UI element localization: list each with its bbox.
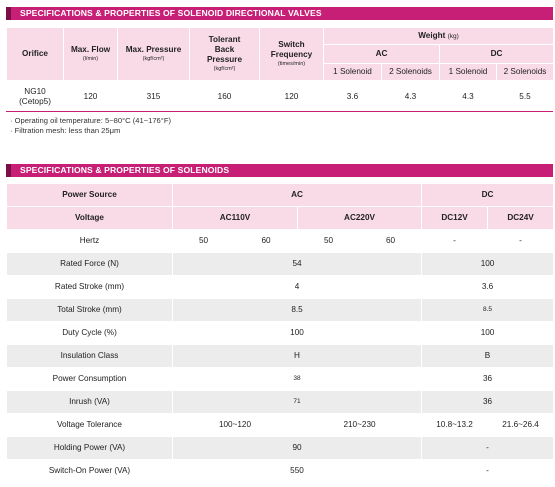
dc-value: 100 — [421, 252, 555, 276]
row-label: Insulation Class — [6, 344, 173, 368]
max-pressure-header: Max. Pressure (kgf/cm²) — [117, 27, 190, 81]
row-label: Hertz — [6, 229, 173, 253]
weight-ac-header: AC — [323, 44, 440, 64]
weight-dc-1-value: 4.3 — [439, 80, 497, 113]
dc-value: 36 — [421, 390, 555, 414]
hertz-ac110-50: 50 — [172, 229, 235, 253]
switch-frequency-header: Switch Frequency (times/min) — [259, 27, 324, 81]
ac220-value: 210~230 — [296, 413, 423, 437]
valve-spec-table: Orifice Max. Flow (l/min) Max. Pressure (k… — [6, 27, 554, 113]
dc-value: 3.6 — [421, 275, 555, 299]
ac-value: 550 — [171, 459, 423, 483]
solenoid-spec-table: Power Source AC DC Voltage AC110V AC220V… — [6, 183, 555, 483]
section1-banner: SPECIFICATIONS & PROPERTIES OF SOLENOID … — [6, 7, 553, 20]
dc-value: - — [421, 459, 555, 483]
row-label: Total Stroke (mm) — [6, 298, 173, 322]
dc-2-solenoids-header: 2 Solenoids — [496, 63, 554, 81]
hertz-dc12: - — [421, 229, 489, 253]
max-flow-header: Max. Flow (l/min) — [63, 27, 118, 81]
dc-1-solenoid-header: 1 Solenoid — [439, 63, 497, 81]
voltage-ac220: AC220V — [296, 206, 423, 230]
ac-1-solenoid-header: 1 Solenoid — [323, 63, 382, 81]
weight-ac-2-value: 4.3 — [381, 80, 440, 113]
dc12-value: 10.8~13.2 — [421, 413, 489, 437]
table-row: Rated Force (N) 54 100 — [6, 252, 555, 276]
tolerant-back-pressure-value: 160 — [189, 80, 260, 113]
dc-value: B — [421, 344, 555, 368]
weight-ac-1-value: 3.6 — [323, 80, 382, 113]
power-source-dc: DC — [421, 183, 555, 207]
voltage-dc12: DC12V — [421, 206, 489, 230]
ac-value: 8.5 — [171, 298, 423, 322]
voltage-label: Voltage — [6, 206, 173, 230]
voltage-dc24: DC24V — [487, 206, 555, 230]
switch-frequency-value: 120 — [259, 80, 324, 113]
power-source-ac: AC — [171, 183, 423, 207]
table-row: Total Stroke (mm) 8.5 8.5 — [6, 298, 555, 322]
table-row: Voltage Tolerance 100~120 210~230 10.8~1… — [6, 413, 555, 437]
notes: · Operating oil temperature: 5~80°C (41~… — [10, 116, 171, 136]
max-pressure-value: 315 — [117, 80, 190, 113]
note-filtration-mesh: · Filtration mesh: less than 25μm — [10, 126, 121, 135]
table-row: Insulation Class H B — [6, 344, 555, 368]
note-oil-temperature: · Operating oil temperature: 5~80°C (41~… — [10, 116, 171, 125]
table-row: Inrush (VA) 71 36 — [6, 390, 555, 414]
row-label: Rated Force (N) — [6, 252, 173, 276]
max-flow-value: 120 — [63, 80, 118, 113]
table-row: Holding Power (VA) 90 - — [6, 436, 555, 460]
section1-bottom-rule — [6, 111, 553, 112]
hertz-dc24: - — [487, 229, 555, 253]
voltage-ac110: AC110V — [172, 206, 298, 230]
ac-value: 100 — [171, 321, 423, 345]
tolerant-back-pressure-header: Tolerant Back Pressure (kgf/cm²) — [189, 27, 260, 81]
dc24-value: 21.6~26.4 — [487, 413, 555, 437]
row-label: Voltage Tolerance — [6, 413, 173, 437]
ac-value: 38 — [171, 367, 423, 391]
hertz-ac220-50: 50 — [297, 229, 360, 253]
row-label: Switch-On Power (VA) — [6, 459, 173, 483]
dc-value: 8.5 — [421, 298, 555, 322]
hertz-ac220-60: 60 — [358, 229, 423, 253]
dc-value: - — [421, 436, 555, 460]
row-label: Rated Stroke (mm) — [6, 275, 173, 299]
section1-title: SPECIFICATIONS & PROPERTIES OF SOLENOID … — [20, 8, 322, 18]
table-row: Switch-On Power (VA) 550 - — [6, 459, 555, 483]
weight-dc-header: DC — [439, 44, 554, 64]
section2-banner: SPECIFICATIONS & PROPERTIES OF SOLENOIDS — [6, 164, 553, 177]
table-row: Power Consumption 38 36 — [6, 367, 555, 391]
table-row: Rated Stroke (mm) 4 3.6 — [6, 275, 555, 299]
ac-value: 90 — [171, 436, 423, 460]
row-label: Power Consumption — [6, 367, 173, 391]
row-label: Duty Cycle (%) — [6, 321, 173, 345]
ac-value: 71 — [171, 390, 423, 414]
dc-value: 100 — [421, 321, 555, 345]
row-label: Inrush (VA) — [6, 390, 173, 414]
orifice-value: NG10 (Cetop5) — [6, 80, 64, 113]
dc-value: 36 — [421, 367, 555, 391]
orifice-header: Orifice — [6, 27, 64, 81]
ac-2-solenoids-header: 2 Solenoids — [381, 63, 440, 81]
hertz-ac110-60: 60 — [234, 229, 298, 253]
ac-value: 54 — [171, 252, 423, 276]
power-source-label: Power Source — [6, 183, 173, 207]
weight-dc-2-value: 5.5 — [496, 80, 554, 113]
section2-title: SPECIFICATIONS & PROPERTIES OF SOLENOIDS — [20, 165, 230, 175]
table-row: Duty Cycle (%) 100 100 — [6, 321, 555, 345]
ac-value: H — [171, 344, 423, 368]
ac-value: 4 — [171, 275, 423, 299]
ac110-value: 100~120 — [172, 413, 298, 437]
table-row: Hertz 50 60 50 60 - - — [6, 229, 555, 253]
row-label: Holding Power (VA) — [6, 436, 173, 460]
weight-header: Weight (kg) — [323, 27, 554, 45]
